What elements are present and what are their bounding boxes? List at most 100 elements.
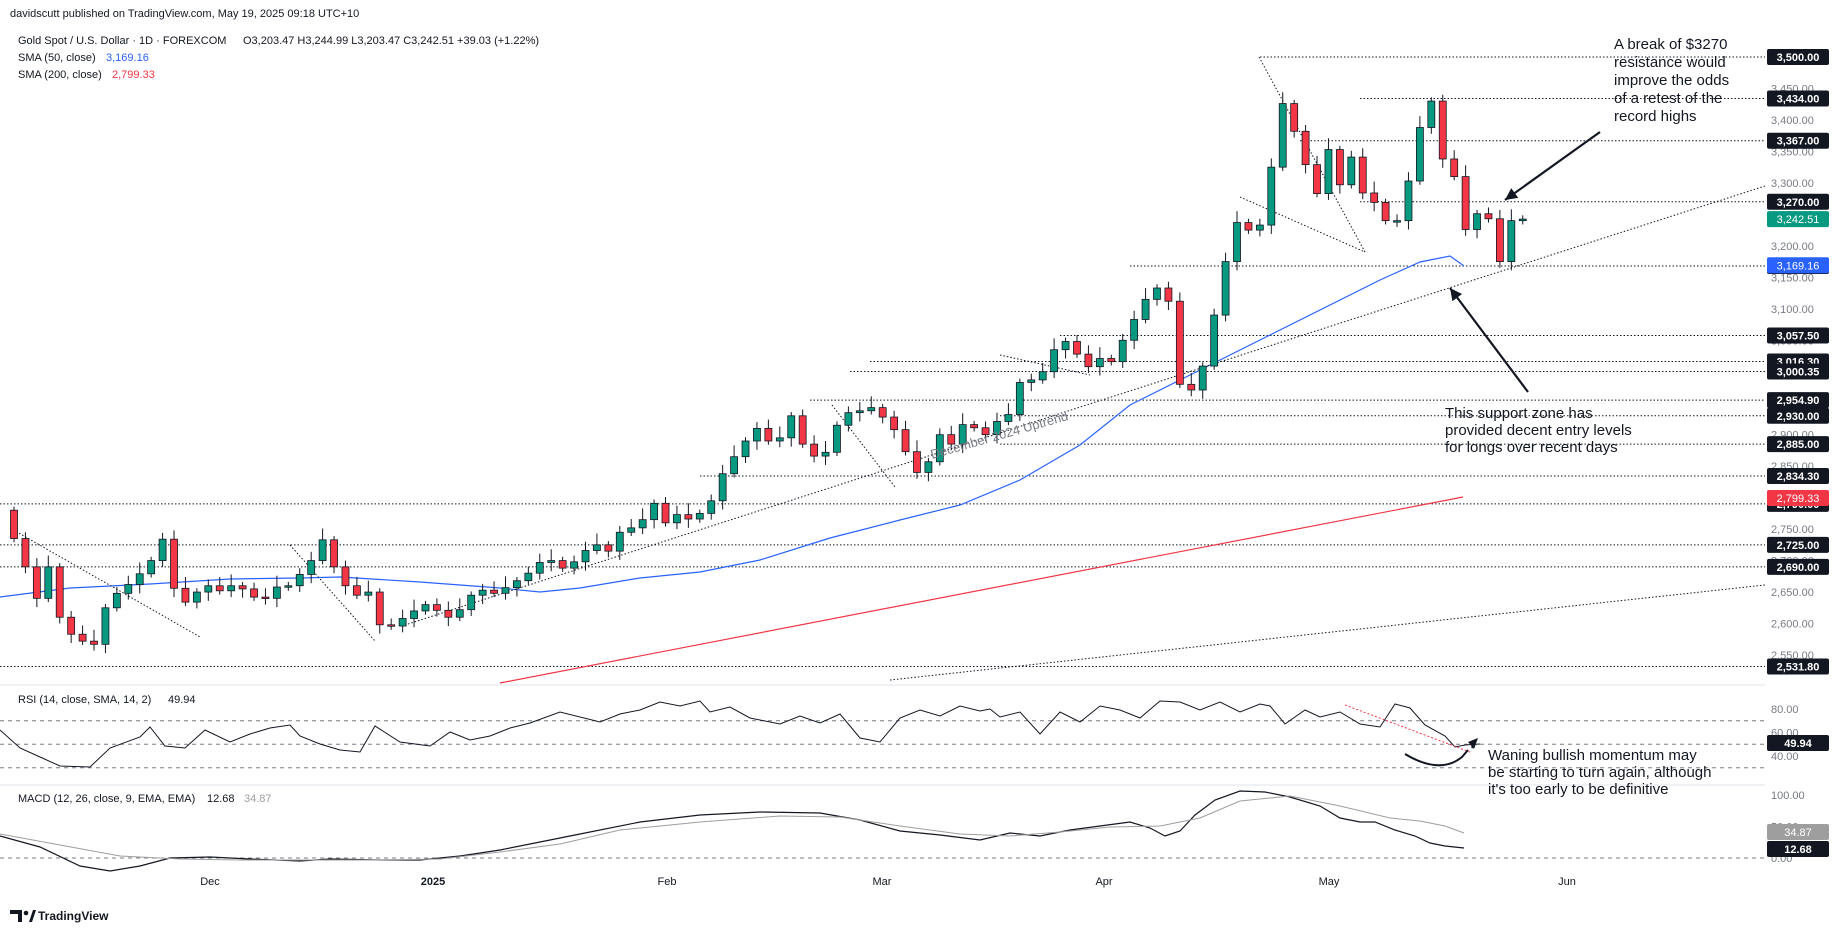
candle-body bbox=[513, 580, 521, 589]
candle-body bbox=[604, 544, 613, 552]
candle-body bbox=[1496, 218, 1504, 262]
time-axis-label: Apr bbox=[1095, 876, 1112, 888]
candle-body bbox=[44, 566, 53, 599]
trendline-drawings bbox=[0, 56, 1766, 684]
level-price-label: 3,057.50 bbox=[1777, 331, 1820, 343]
candle-body bbox=[535, 562, 544, 574]
candle-body bbox=[375, 591, 384, 626]
candle-body bbox=[1301, 130, 1310, 166]
candle-body bbox=[570, 561, 578, 569]
price-tick-label: 3,100.00 bbox=[1771, 304, 1814, 316]
candle-body bbox=[364, 591, 373, 596]
level-price-label: 2,885.00 bbox=[1777, 439, 1820, 451]
price-tick-label: 3,300.00 bbox=[1771, 178, 1814, 190]
support-arrow bbox=[1449, 287, 1529, 393]
candle-body bbox=[1164, 287, 1173, 302]
sma200-legend-value: 2,799.33 bbox=[112, 69, 155, 81]
candle-body bbox=[1381, 202, 1390, 222]
level-price-label: 3,270.00 bbox=[1777, 197, 1820, 209]
series-value-tag bbox=[1767, 257, 1829, 274]
tradingview-logo-icon bbox=[10, 910, 36, 922]
rsi-legend-value: 49.94 bbox=[168, 694, 196, 706]
sma50-legend-value: 3,169.16 bbox=[106, 52, 149, 64]
candle-body bbox=[1335, 149, 1344, 186]
candle-body bbox=[1473, 213, 1481, 230]
series-value-tag bbox=[1767, 490, 1829, 507]
candle-body bbox=[295, 574, 304, 587]
candle-body bbox=[764, 427, 773, 442]
candle-body bbox=[627, 527, 636, 533]
candle-body bbox=[21, 538, 30, 568]
candle-body bbox=[638, 519, 647, 529]
candle-body bbox=[478, 589, 487, 596]
time-axis-label: May bbox=[1319, 876, 1340, 888]
time-axis-label: Mar bbox=[873, 876, 892, 888]
level-price-label: 2,930.00 bbox=[1777, 411, 1820, 423]
level-price-label: 3,434.00 bbox=[1777, 94, 1820, 106]
candle-body bbox=[261, 596, 270, 599]
price-axis[interactable]: 3,500.003,450.003,400.003,350.003,300.00… bbox=[1767, 49, 1829, 675]
candle-body bbox=[718, 473, 727, 502]
candle-body bbox=[330, 539, 338, 568]
level-price-label: 3,000.35 bbox=[1777, 367, 1820, 379]
minor-trendline bbox=[289, 544, 376, 642]
candle-body bbox=[158, 538, 167, 561]
annotation-break-text: A break of $3270 bbox=[1614, 36, 1727, 53]
level-price-label: 2,954.90 bbox=[1777, 395, 1820, 407]
candle-body bbox=[615, 531, 624, 552]
candle-body bbox=[1415, 127, 1424, 182]
candle-body bbox=[1267, 166, 1276, 226]
candle-body bbox=[1347, 156, 1356, 186]
time-axis[interactable]: Dec 2025 Feb Mar Apr May Jun bbox=[200, 876, 1576, 888]
candle-body bbox=[695, 512, 704, 520]
candle-body bbox=[1038, 371, 1047, 381]
candle-body bbox=[901, 429, 910, 453]
candle-body bbox=[1084, 353, 1093, 368]
candle-body bbox=[433, 604, 441, 611]
annotation-break-text: improve the odds bbox=[1614, 72, 1729, 89]
candle-body bbox=[913, 451, 921, 473]
candle-body bbox=[1027, 379, 1036, 383]
candle-body bbox=[238, 585, 247, 590]
candle-body bbox=[1118, 339, 1127, 363]
candle-body bbox=[1438, 100, 1447, 160]
series-value-tag bbox=[1767, 211, 1829, 228]
annotation-break-text: resistance would bbox=[1614, 54, 1726, 71]
candle-body bbox=[1358, 156, 1367, 194]
candle-body bbox=[204, 585, 213, 593]
level-price-tag bbox=[1767, 327, 1829, 344]
minor-trendline bbox=[999, 354, 1091, 376]
candle-body bbox=[775, 437, 784, 442]
candle-body bbox=[1450, 158, 1459, 177]
level-price-tag bbox=[1767, 558, 1829, 575]
candle-body bbox=[558, 560, 567, 569]
annotation-momentum-text: be starting to turn again, although bbox=[1488, 764, 1712, 781]
candle-body bbox=[673, 514, 681, 524]
price-tick-label: 3,400.00 bbox=[1771, 115, 1814, 127]
candle-body bbox=[32, 566, 41, 599]
candle-body bbox=[387, 624, 396, 627]
candle-body bbox=[890, 416, 899, 431]
candle-body bbox=[547, 560, 556, 563]
ohlc-readout: O3,203.47 H3,244.99 L3,203.47 C3,242.51 … bbox=[243, 35, 539, 47]
candle-body bbox=[787, 415, 796, 439]
candle-body bbox=[1187, 383, 1196, 391]
candle-body bbox=[650, 502, 658, 521]
level-price-tag bbox=[1767, 407, 1829, 424]
candle-body bbox=[1061, 341, 1070, 351]
publish-info: davidscutt published on TradingView.com,… bbox=[10, 8, 359, 20]
candle-body bbox=[1278, 103, 1287, 168]
macd-axis-label: 100.00 bbox=[1771, 790, 1805, 802]
candle-body bbox=[1050, 349, 1059, 373]
candle-body bbox=[215, 585, 224, 592]
candle-body bbox=[455, 609, 464, 618]
candle-body bbox=[1324, 149, 1333, 194]
series-value-label: 3,169.16 bbox=[1777, 260, 1820, 272]
candle-body bbox=[1370, 192, 1379, 203]
candle-body bbox=[490, 589, 498, 594]
candle-body bbox=[341, 566, 350, 587]
